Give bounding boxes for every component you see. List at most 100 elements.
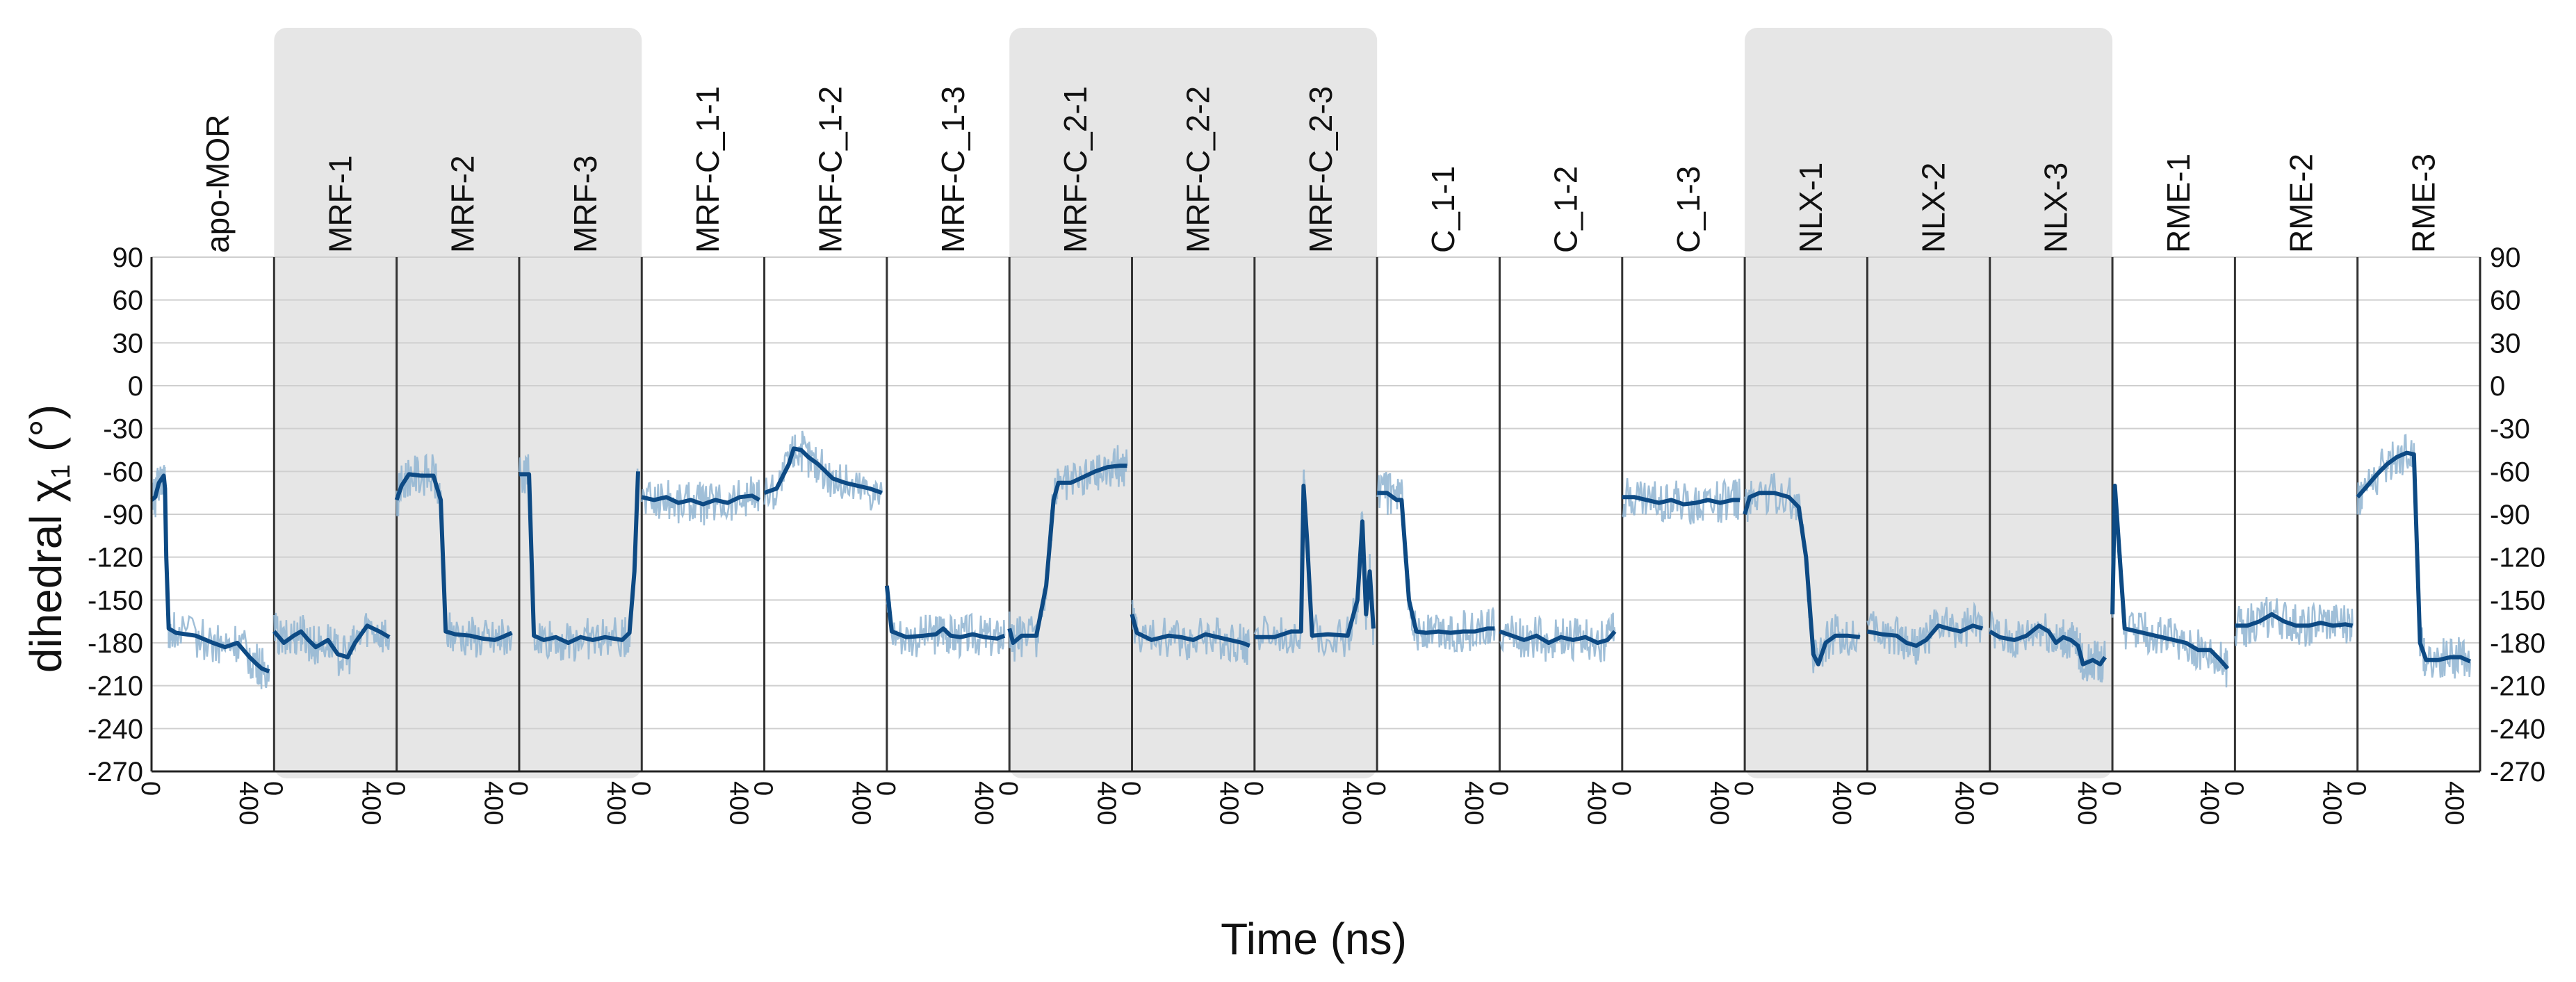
x-tick-label: 400: [1337, 781, 1366, 825]
series-smoothed-11: [1377, 491, 1495, 635]
x-tick-label: 0: [2219, 781, 2248, 796]
series-smoothed-7: [884, 585, 1006, 641]
x-tick-label: 400: [1459, 781, 1488, 825]
x-tick-label: 0: [1606, 781, 1636, 796]
x-tick-label: 0: [503, 781, 532, 796]
y-tick-label-right: -60: [2490, 457, 2530, 487]
y-tick-label-right: -270: [2490, 757, 2545, 787]
x-tick-label: 400: [1214, 781, 1244, 825]
x-tick-label: 400: [1704, 781, 1734, 825]
x-tick-label: 0: [1483, 781, 1513, 796]
series-raw-16: [1989, 611, 2106, 683]
y-tick-label-right: -180: [2490, 628, 2545, 659]
y-tick-label-right: -240: [2490, 714, 2545, 744]
series-smoothed-5: [641, 493, 760, 507]
panel-label: MRF-2: [445, 155, 481, 253]
axes-group: [150, 257, 2481, 773]
x-tick-label: 400: [356, 781, 385, 825]
x-tick-label: 0: [136, 781, 165, 796]
series-raw-6: [763, 430, 883, 511]
series-raw-11: [1376, 472, 1496, 653]
y-axis-label-subscript: 1: [47, 464, 76, 479]
panel-label: C_1-1: [1425, 166, 1461, 253]
y-tick-label-left: 0: [128, 371, 143, 402]
y-axis-label-prefix: dihedral: [21, 502, 71, 673]
panel-label: MRF-C_2-2: [1180, 86, 1216, 253]
panel-label: MRF-C_1-3: [935, 86, 971, 253]
series-group: [150, 430, 2472, 689]
x-tick-label: 0: [1974, 781, 2003, 796]
series-raw-5: [641, 476, 760, 525]
panel-label: MRF-C_1-2: [813, 86, 849, 253]
series-smoothed-2: [272, 623, 391, 660]
shaded-group-background: [1745, 28, 2113, 778]
x-tick-label: 0: [1361, 781, 1390, 796]
x-tick-label: 0: [749, 781, 778, 796]
series-raw-19: [2356, 434, 2472, 679]
y-tick-label-left: -30: [103, 414, 143, 445]
series-smoothed-18: [2235, 612, 2354, 628]
y-tick-label-left: -150: [88, 585, 143, 616]
panel-label: C_1-2: [1547, 166, 1583, 253]
y-tick-label-left: 60: [113, 286, 144, 316]
y-tick-label-right: -30: [2490, 414, 2530, 445]
series-smoothed-1: [150, 473, 270, 673]
y-tick-label-left: 90: [113, 243, 144, 273]
panel-label: MRF-C_1-1: [690, 86, 726, 253]
x-tick-label: 400: [601, 781, 630, 825]
x-tick-label: 400: [479, 781, 508, 825]
panel-label: MRF-3: [567, 155, 603, 253]
x-tick-label: 400: [2194, 781, 2224, 825]
series-raw-12: [1499, 612, 1616, 663]
panel-label: NLX-2: [1915, 163, 1951, 253]
tick-labels: 90 60 30 0 -30 -60 -90 -120 -150 -180 -210 -240 -270…: [88, 243, 2545, 825]
x-tick-label: 0: [871, 781, 900, 796]
x-tick-label: 400: [234, 781, 263, 825]
series-raw-7: [886, 593, 1006, 660]
shaded-group-background: [274, 28, 642, 778]
panel-labels: apo-MOR MRF-1 MRF-2 MRF-3 MRF-C_1-1 MRF-C_1-2…: [199, 86, 2442, 253]
x-tick-label: 400: [2440, 781, 2469, 825]
panel-label: RME-2: [2283, 154, 2319, 253]
series-raw-13: [1621, 477, 1741, 525]
series-smoothed-12: [1499, 629, 1617, 645]
series-smoothed-9: [1130, 614, 1250, 648]
panel-label: MRF-C_2-1: [1057, 86, 1093, 253]
y-axis-label-suffix: (°): [21, 404, 71, 464]
y-tick-label-left: -180: [88, 628, 143, 659]
x-tick-label: 0: [1239, 781, 1268, 796]
y-tick-label-left: -210: [88, 671, 143, 702]
series-smoothed-19: [2356, 450, 2472, 664]
x-tick-label: 400: [2317, 781, 2346, 825]
series-smoothed-14: [1743, 491, 1861, 666]
series-raw-1: [150, 465, 270, 689]
x-tick-label: 0: [258, 781, 287, 796]
panel-label: NLX-3: [2038, 163, 2074, 253]
panel-label: C_1-3: [1670, 166, 1706, 253]
x-tick-label: 0: [381, 781, 410, 796]
x-tick-label: 400: [847, 781, 876, 825]
series-raw-9: [1131, 600, 1250, 665]
shaded-group-background: [1009, 28, 1378, 778]
series-smoothed-10: [1254, 483, 1376, 639]
y-tick-label-right: -150: [2490, 585, 2545, 616]
series-smoothed-17: [2110, 483, 2230, 670]
y-tick-label-right: -210: [2490, 671, 2545, 702]
y-tick-label-left: 30: [113, 328, 144, 359]
x-tick-label: 0: [2342, 781, 2371, 796]
x-tick-label: 0: [1851, 781, 1880, 796]
panel-label: NLX-1: [1793, 163, 1829, 253]
x-tick-label: 0: [1729, 781, 1758, 796]
y-tick-label-right: 0: [2490, 371, 2505, 402]
x-tick-label: 400: [1949, 781, 1978, 825]
series-smoothed-13: [1622, 495, 1741, 507]
y-tick-label-left: -60: [103, 457, 143, 487]
y-tick-label-right: 60: [2490, 286, 2521, 316]
series-smoothed-6: [763, 446, 883, 496]
series-raw-2: [273, 612, 391, 676]
panel-label: RME-1: [2160, 154, 2196, 253]
x-tick-label: 400: [969, 781, 998, 825]
y-tick-label-left: -90: [103, 500, 143, 530]
